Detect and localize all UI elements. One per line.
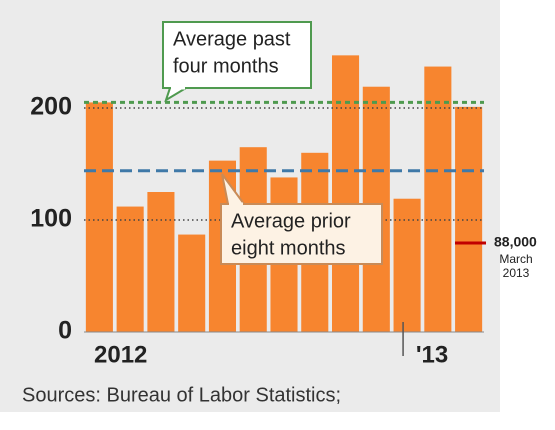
y-tick-label: 100 xyxy=(30,205,72,233)
callout-box xyxy=(220,203,383,265)
bar xyxy=(455,106,483,332)
callout-text: eight months xyxy=(231,237,346,259)
callout-text: four months xyxy=(173,55,279,77)
bar xyxy=(85,102,113,333)
callout-text: Average past xyxy=(173,28,291,50)
bar xyxy=(332,55,360,333)
y-tick-label: 200 xyxy=(30,93,72,121)
callout-box xyxy=(162,21,312,89)
side-value: 88,000 xyxy=(494,234,537,250)
bar xyxy=(147,192,175,332)
source-note: Sources: Bureau of Labor Statistics; xyxy=(22,384,341,406)
bar xyxy=(116,206,144,332)
bar xyxy=(424,66,452,332)
bar xyxy=(178,234,206,332)
y-tick-label: 0 xyxy=(58,317,72,345)
bar xyxy=(393,198,421,332)
x-tick-label: '13 xyxy=(416,341,448,368)
side-line: 2013 xyxy=(503,266,530,280)
x-tick-label: 2012 xyxy=(94,341,147,368)
callout-text: Average prior xyxy=(231,210,351,232)
side-line: March xyxy=(499,252,532,266)
